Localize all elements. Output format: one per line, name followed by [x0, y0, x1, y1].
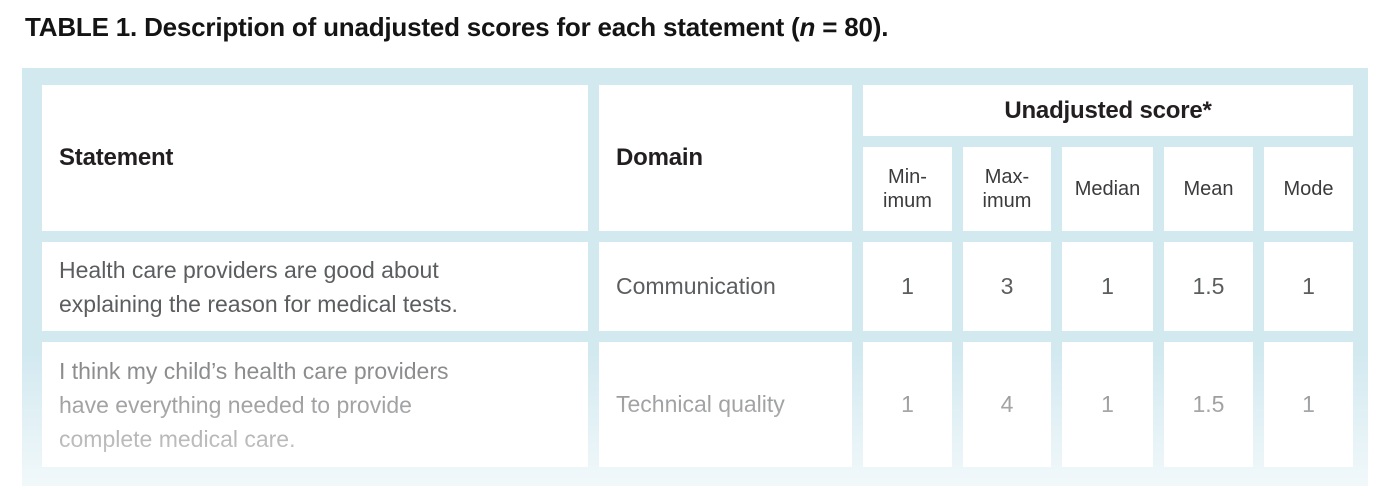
table-caption-label: TABLE 1.: [25, 12, 138, 42]
table-caption-n-symbol: n: [799, 12, 816, 42]
mean-column-header: Mean: [1164, 147, 1253, 231]
table-caption-text: Description of unadjusted scores for eac…: [137, 12, 800, 42]
row-2-minimum-value: 1: [863, 342, 952, 467]
row-1-mean-value: 1.5: [1164, 242, 1253, 331]
row-2-mode-value: 1: [1264, 342, 1353, 467]
table-caption-suffix: = 80).: [815, 12, 889, 42]
row-2-statement-cell: I think my child’s health care providers…: [42, 342, 588, 467]
statement-column-header: Statement: [42, 85, 588, 231]
row-1-statement-cell: Health care providers are good about exp…: [42, 242, 588, 331]
domain-column-header: Domain: [599, 85, 852, 231]
median-column-header: Median: [1062, 147, 1153, 231]
maximum-column-header: Max- imum: [963, 147, 1051, 231]
row-2-maximum-value: 4: [963, 342, 1051, 467]
row-1-minimum-value: 1: [863, 242, 952, 331]
scores-table: Statement Domain Unadjusted score* Min- …: [42, 85, 1353, 467]
row-1-domain-cell: Communication: [599, 242, 852, 331]
minimum-column-header: Min- imum: [863, 147, 952, 231]
row-1-maximum-value: 3: [963, 242, 1051, 331]
row-2-mean-value: 1.5: [1164, 342, 1253, 467]
unadjusted-score-group-header: Unadjusted score*: [863, 85, 1353, 136]
table-caption: TABLE 1. Description of unadjusted score…: [25, 11, 888, 43]
row-2-median-value: 1: [1062, 342, 1153, 467]
row-1-median-value: 1: [1062, 242, 1153, 331]
row-1-mode-value: 1: [1264, 242, 1353, 331]
row-2-domain-cell: Technical quality: [599, 342, 852, 467]
mode-column-header: Mode: [1264, 147, 1353, 231]
table-panel: Statement Domain Unadjusted score* Min- …: [22, 68, 1368, 486]
